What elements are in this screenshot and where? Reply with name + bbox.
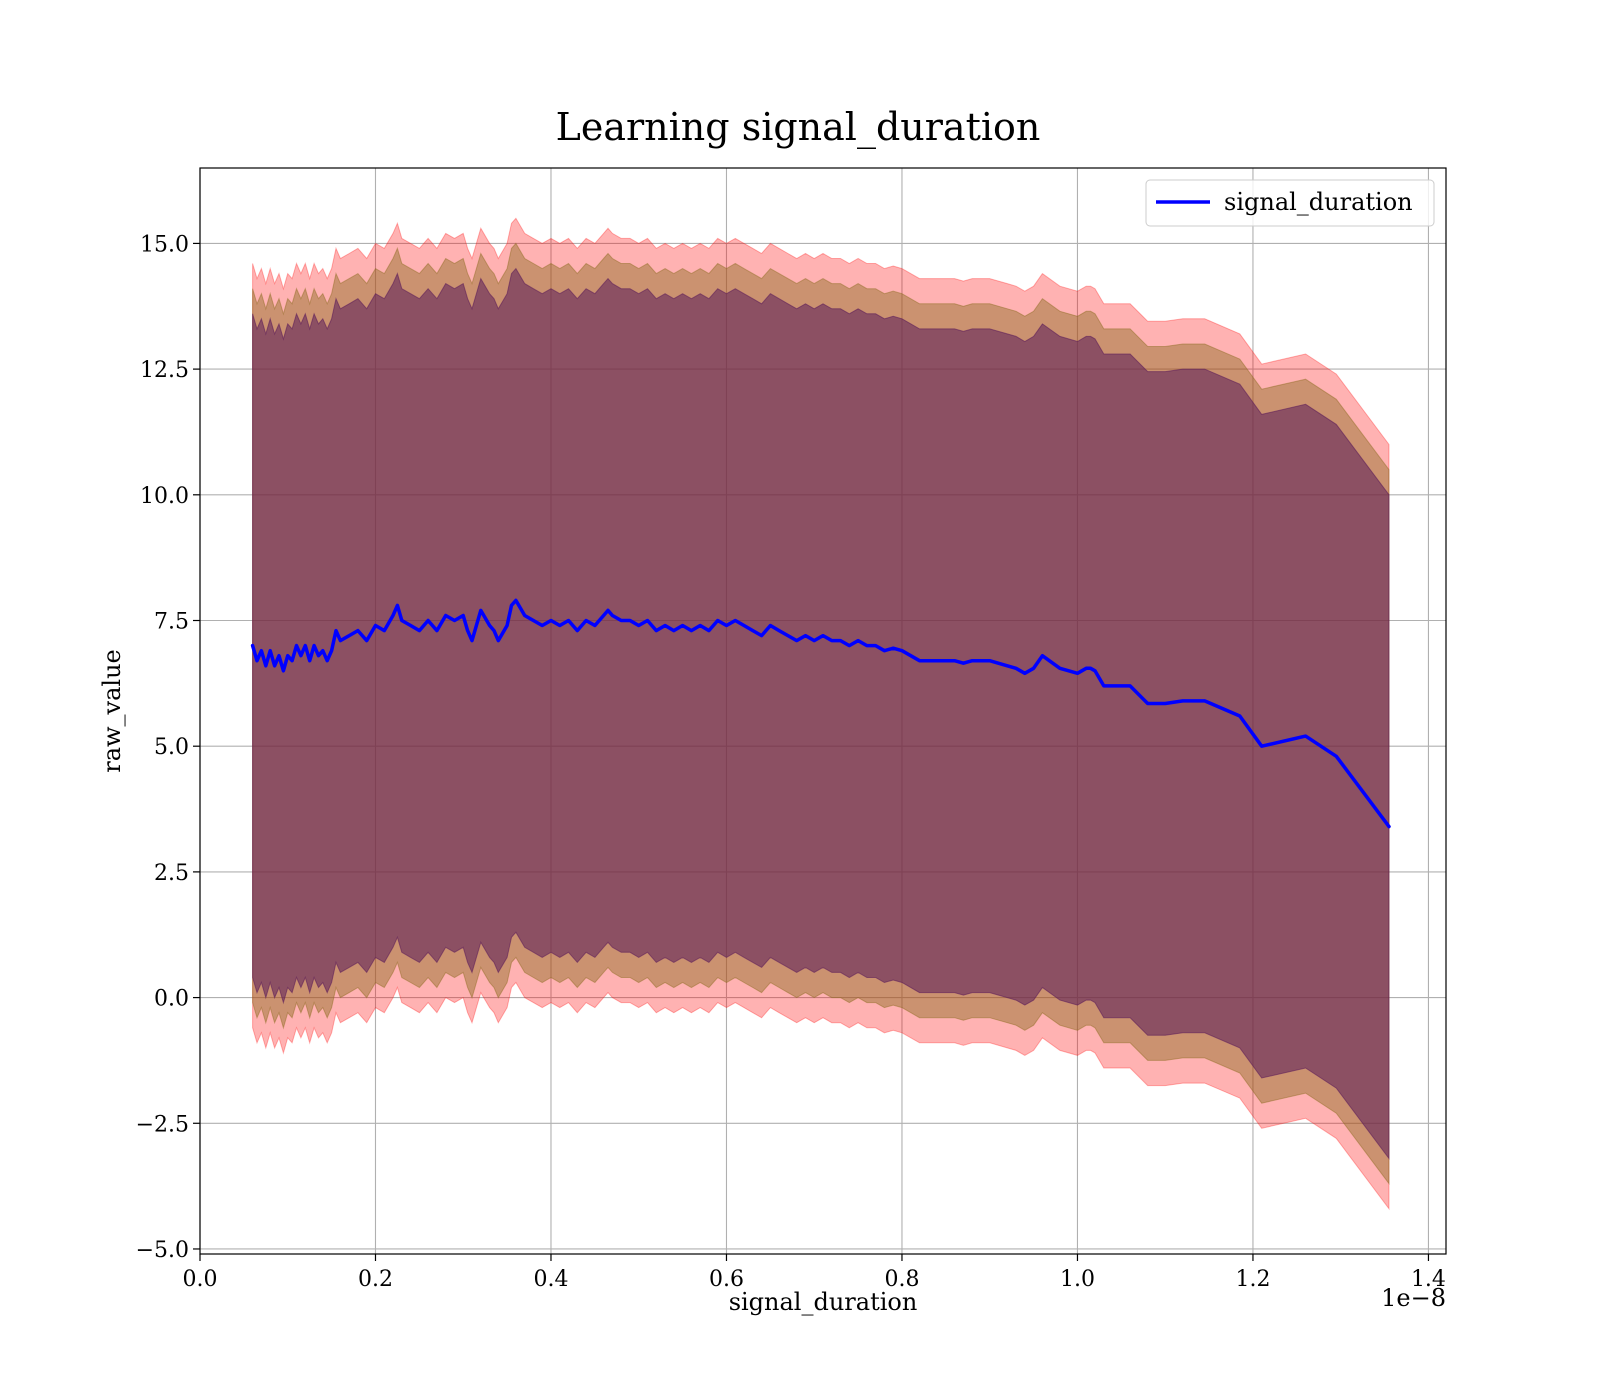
x-tick-label: 0.8 <box>884 1267 919 1292</box>
x-tick-label: 0.0 <box>183 1267 218 1292</box>
y-tick-label: 0.0 <box>154 987 189 1012</box>
y-axis-ticks: −5.0 −2.5 0.0 2.5 5.0 7.5 10.0 12.5 15.0 <box>136 232 200 1263</box>
y-tick-label: 5.0 <box>154 735 189 760</box>
confidence-bands <box>252 217 1390 1211</box>
band-inner <box>252 267 1390 1161</box>
x-tick-label: 1.2 <box>1235 1267 1270 1292</box>
y-tick-label: 7.5 <box>154 610 189 635</box>
y-tick-label: −5.0 <box>136 1238 189 1263</box>
legend-box <box>1145 179 1435 227</box>
chart-title: Learning signal_duration <box>556 105 1041 150</box>
y-tick-label: 12.5 <box>140 358 189 383</box>
y-tick-label: 2.5 <box>154 861 189 886</box>
x-tick-label: 0.6 <box>709 1267 744 1292</box>
x-axis-label: signal_duration <box>729 1288 918 1316</box>
x-axis-ticks: 0.0 0.2 0.4 0.6 0.8 1.0 1.2 1.4 <box>183 1254 1446 1292</box>
x-tick-label: 1.0 <box>1060 1267 1095 1292</box>
legend: signal_duration <box>1145 179 1435 227</box>
x-axis-offset-text: 1e−8 <box>1381 1284 1446 1312</box>
series-lines <box>250 598 1391 829</box>
y-tick-label: 10.0 <box>140 484 189 509</box>
y-axis-label: raw_value <box>98 649 126 773</box>
x-tick-label: 1.4 <box>1411 1267 1446 1292</box>
x-tick-label: 0.2 <box>358 1267 393 1292</box>
axes-frame <box>199 167 1447 1255</box>
x-tick-label: 0.4 <box>533 1267 568 1292</box>
legend-entry-label: signal_duration <box>1224 188 1413 216</box>
y-tick-label: −2.5 <box>136 1112 189 1137</box>
y-tick-label: 15.0 <box>140 232 189 257</box>
series-line-signal-duration <box>250 598 1391 829</box>
